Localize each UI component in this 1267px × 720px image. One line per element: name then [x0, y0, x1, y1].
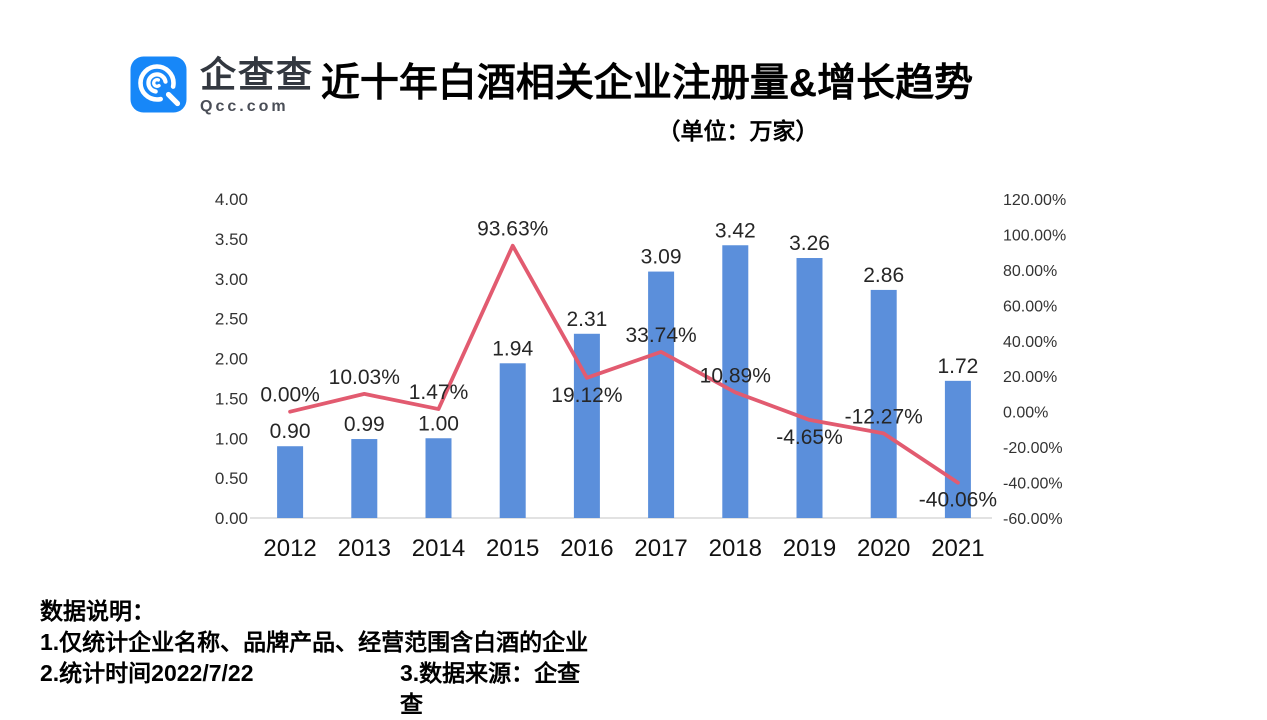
note-line-3: 2.统计时间2022/7/22 3.数据来源：企查查: [40, 658, 588, 717]
bar-label-2020: 2.86: [863, 264, 904, 287]
note-stat-time: 2.统计时间2022/7/22: [40, 660, 254, 686]
bar-label-2018: 3.42: [715, 219, 756, 242]
bar-label-2019: 3.26: [789, 232, 830, 255]
growth-line: [288, 243, 960, 485]
right-axis-tick: 80.00%: [1003, 263, 1057, 280]
right-axis-tick: -40.00%: [1003, 476, 1063, 493]
bar-2015: [499, 363, 526, 518]
pct-label-2019: -4.65%: [776, 426, 843, 449]
x-axis-label-2012: 2012: [263, 535, 316, 562]
pct-label-2017: 33.74%: [625, 324, 696, 347]
qcc-logo-icon: [130, 56, 187, 113]
left-axis-tick: 4.00: [215, 190, 248, 209]
bar-2014: [425, 438, 452, 518]
qcc-logo: 企查查 Qcc.com: [130, 56, 314, 116]
right-axis-tick: 0.00%: [1003, 405, 1048, 422]
x-axis-label-2015: 2015: [486, 535, 539, 562]
bar-2013: [351, 439, 378, 518]
pct-label-2013: 10.03%: [329, 366, 400, 389]
x-axis-label-2016: 2016: [560, 535, 613, 562]
bar-label-2012: 0.90: [270, 420, 311, 443]
left-axis-tick: 2.50: [215, 310, 248, 329]
right-axis-tick: 60.00%: [1003, 298, 1057, 315]
note-scope: 1.仅统计企业名称、品牌产品、经营范围含白酒的企业: [40, 629, 589, 655]
pct-label-2016: 19.12%: [551, 384, 622, 407]
left-axis-tick: 0.00: [215, 509, 248, 528]
right-axis-tick: 40.00%: [1003, 334, 1057, 351]
right-axis-tick: -60.00%: [1003, 511, 1063, 528]
left-axis-tick: 3.50: [215, 230, 248, 249]
bar-2018: [722, 245, 749, 518]
pct-label-2018: 10.89%: [700, 364, 771, 387]
page-subtitle: （单位：万家）: [657, 118, 819, 144]
x-axis-label-2014: 2014: [412, 535, 465, 562]
right-axis-tick: 20.00%: [1003, 369, 1057, 386]
x-axis-label-2021: 2021: [931, 535, 984, 562]
pct-label-2014: 1.47%: [409, 381, 469, 404]
bar-2021: [944, 380, 971, 518]
bar-2017: [648, 271, 675, 518]
bar-2012: [277, 446, 304, 518]
left-axis-tick: 1.00: [215, 429, 248, 448]
pct-label-2021: -40.06%: [919, 489, 997, 512]
pct-label-2020: -12.27%: [845, 405, 923, 428]
right-axis-tick: -20.00%: [1003, 440, 1063, 457]
bar-label-2021: 1.72: [937, 355, 978, 378]
x-axis-label-2019: 2019: [783, 535, 836, 562]
bar-label-2017: 3.09: [641, 246, 682, 269]
right-axis-tick: 100.00%: [1003, 227, 1066, 244]
bar-2020: [870, 289, 897, 518]
x-axis-label-2017: 2017: [634, 535, 687, 562]
x-axis-label-2020: 2020: [857, 535, 910, 562]
brand-name: 企查查: [200, 54, 315, 95]
data-notes: 数据说明： 1.仅统计企业名称、品牌产品、经营范围含白酒的企业 2.统计时间20…: [40, 596, 589, 717]
note-source: 3.数据来源：企查查: [400, 660, 581, 717]
x-axis-label-2013: 2013: [338, 535, 391, 562]
pct-label-2015: 93.63%: [477, 218, 548, 241]
left-axis-tick: 2.00: [215, 350, 248, 369]
bar-label-2016: 2.31: [566, 308, 607, 331]
bar-2019: [796, 258, 823, 518]
page-title: 近十年白酒相关企业注册量&增长趋势: [320, 62, 974, 105]
left-axis-tick: 1.50: [215, 389, 248, 408]
magnifier-q-glyph: [138, 64, 181, 107]
left-axis-tick: 3.00: [215, 270, 248, 289]
pct-label-2012: 0.00%: [260, 384, 320, 407]
left-axis-tick: 0.50: [215, 469, 248, 488]
notes-heading: 数据说明：: [40, 598, 155, 624]
right-axis-tick: 120.00%: [1003, 192, 1066, 209]
bar-label-2014: 1.00: [418, 412, 459, 435]
bar-label-2013: 0.99: [344, 413, 385, 436]
bar-label-2015: 1.94: [492, 337, 533, 360]
brand-domain: Qcc.com: [200, 97, 289, 115]
x-axis-label-2018: 2018: [709, 535, 762, 562]
